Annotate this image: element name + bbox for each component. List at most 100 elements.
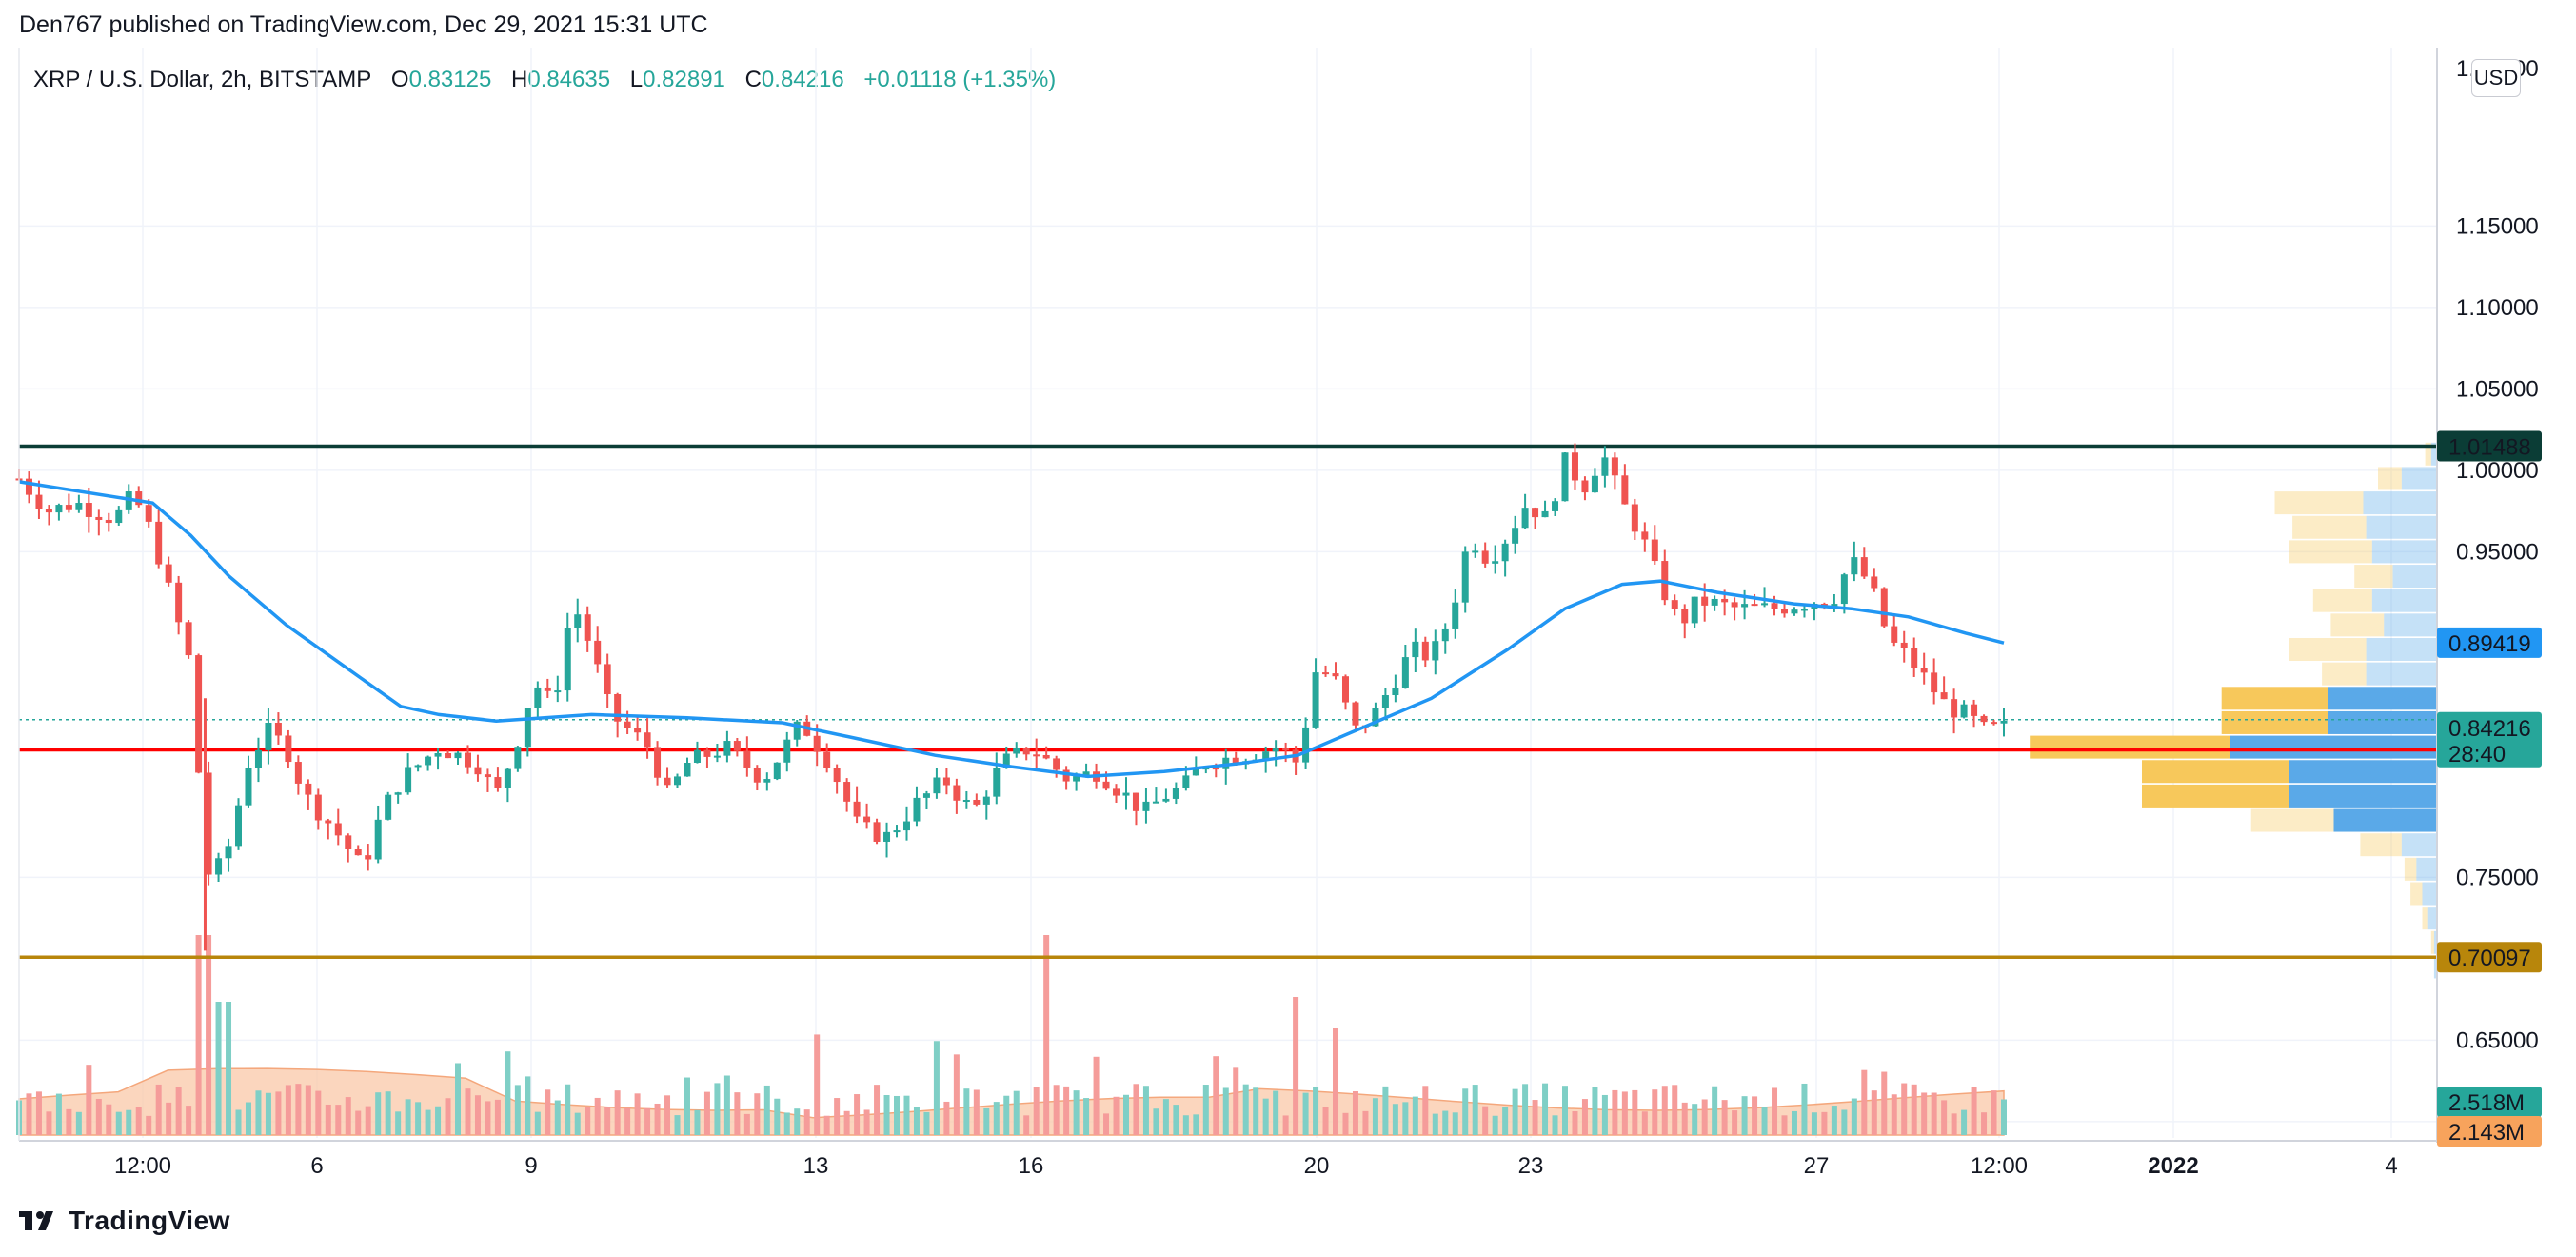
horizontal-levels[interactable] — [19, 444, 2437, 959]
candle-body — [664, 777, 671, 786]
candle — [1761, 587, 1769, 608]
vp-down-bar — [2422, 907, 2428, 930]
candle — [693, 741, 701, 764]
volume-bar — [345, 1097, 351, 1135]
volume-bar — [763, 1085, 770, 1135]
candle — [634, 714, 642, 741]
candle — [1441, 623, 1449, 654]
volume-bar — [1242, 1084, 1249, 1135]
volume-bar — [1173, 1105, 1179, 1135]
candle — [1641, 522, 1649, 552]
volume-bar — [26, 1093, 32, 1135]
candle-body — [1512, 528, 1519, 544]
price-tick-label: 0.75000 — [2456, 865, 2539, 890]
volume-bar — [1761, 1107, 1768, 1135]
volume-bar — [1142, 1086, 1149, 1135]
volume-bar — [1013, 1090, 1020, 1135]
volume-bar — [1302, 1092, 1309, 1135]
candle — [1162, 788, 1170, 803]
volume-bar — [1472, 1085, 1478, 1135]
candle — [1831, 593, 1838, 612]
vp-down-bar — [2354, 565, 2393, 589]
volume-profile-row — [2322, 662, 2437, 686]
candle-body — [1671, 600, 1678, 609]
volume-bar — [1861, 1069, 1868, 1135]
candle — [1920, 652, 1928, 685]
volume-bar — [863, 1109, 870, 1135]
candle — [1780, 603, 1788, 618]
candle — [285, 729, 292, 768]
candle — [354, 845, 362, 856]
volume-bar — [1432, 1113, 1438, 1135]
candle-body — [594, 640, 602, 665]
volume-bar — [1552, 1115, 1558, 1135]
candle — [95, 509, 103, 536]
candle-body — [922, 793, 930, 798]
candle-body — [65, 505, 72, 510]
legend-change-value: +0.01118 (+1.35%) — [863, 67, 1057, 92]
volume-bar — [485, 1101, 491, 1135]
candle — [374, 805, 382, 864]
volume-bar — [743, 1113, 750, 1135]
volume-bar — [1402, 1102, 1409, 1135]
candle-body — [1421, 641, 1429, 661]
level-tag-bg — [2437, 430, 2542, 462]
volume-bar — [714, 1083, 721, 1135]
candle — [743, 736, 751, 777]
candle — [863, 803, 871, 829]
candle — [883, 822, 891, 858]
candle-body — [1132, 792, 1139, 811]
candle-body — [1601, 457, 1609, 476]
volume-bar — [734, 1092, 741, 1135]
candle — [1501, 539, 1509, 577]
volume-bar — [1752, 1096, 1758, 1135]
volume-bar — [66, 1108, 72, 1135]
candle — [1891, 615, 1898, 647]
volume-tag-text: 2.143M — [2448, 1120, 2525, 1146]
candle-body — [1900, 642, 1908, 648]
volume-bar — [155, 1084, 162, 1135]
candle-body — [1073, 776, 1080, 782]
time-tick-label: 4 — [2385, 1153, 2397, 1179]
legend-high-label: H — [511, 67, 528, 92]
candle-body — [684, 763, 691, 777]
candle — [314, 788, 322, 830]
legend-close-label: C — [744, 67, 762, 92]
volume-bar — [226, 1002, 232, 1135]
volume-profile-row — [2289, 638, 2437, 661]
candle-body — [155, 521, 163, 565]
volume-bar — [1253, 1087, 1259, 1135]
volume-bar — [126, 1109, 132, 1135]
volume-profile-row — [2250, 808, 2437, 832]
candle — [1122, 777, 1130, 810]
candle-body — [454, 752, 462, 759]
candle — [1022, 747, 1030, 761]
candle-body — [285, 735, 292, 763]
candle-body — [474, 767, 482, 775]
volume-bar — [75, 1111, 82, 1135]
chart-grid — [19, 48, 2437, 1138]
volume-profile-row — [2221, 687, 2437, 710]
candle-body — [245, 768, 252, 806]
volume-bar — [854, 1094, 861, 1135]
level-tag-text: 0.70097 — [2448, 946, 2531, 971]
volume-bar — [1632, 1089, 1638, 1135]
candle-body — [933, 777, 941, 794]
candle-body — [1022, 748, 1030, 755]
candle — [1771, 595, 1778, 616]
footer-brand[interactable]: TradingView — [19, 1206, 230, 1236]
price-tag-bg — [2437, 627, 2542, 658]
currency-button[interactable]: USD — [2471, 59, 2521, 97]
candle — [1062, 766, 1070, 790]
candle-body — [1840, 574, 1848, 605]
time-tick-label: 2022 — [2148, 1153, 2198, 1179]
volume-bar — [894, 1095, 901, 1135]
volume-bar — [1043, 935, 1050, 1135]
candle — [245, 755, 252, 808]
candle-body — [1611, 457, 1618, 476]
volume-bar — [933, 1041, 940, 1135]
candle-body — [1651, 539, 1658, 562]
candlesticks — [15, 443, 2008, 951]
candle-body — [1780, 609, 1788, 614]
